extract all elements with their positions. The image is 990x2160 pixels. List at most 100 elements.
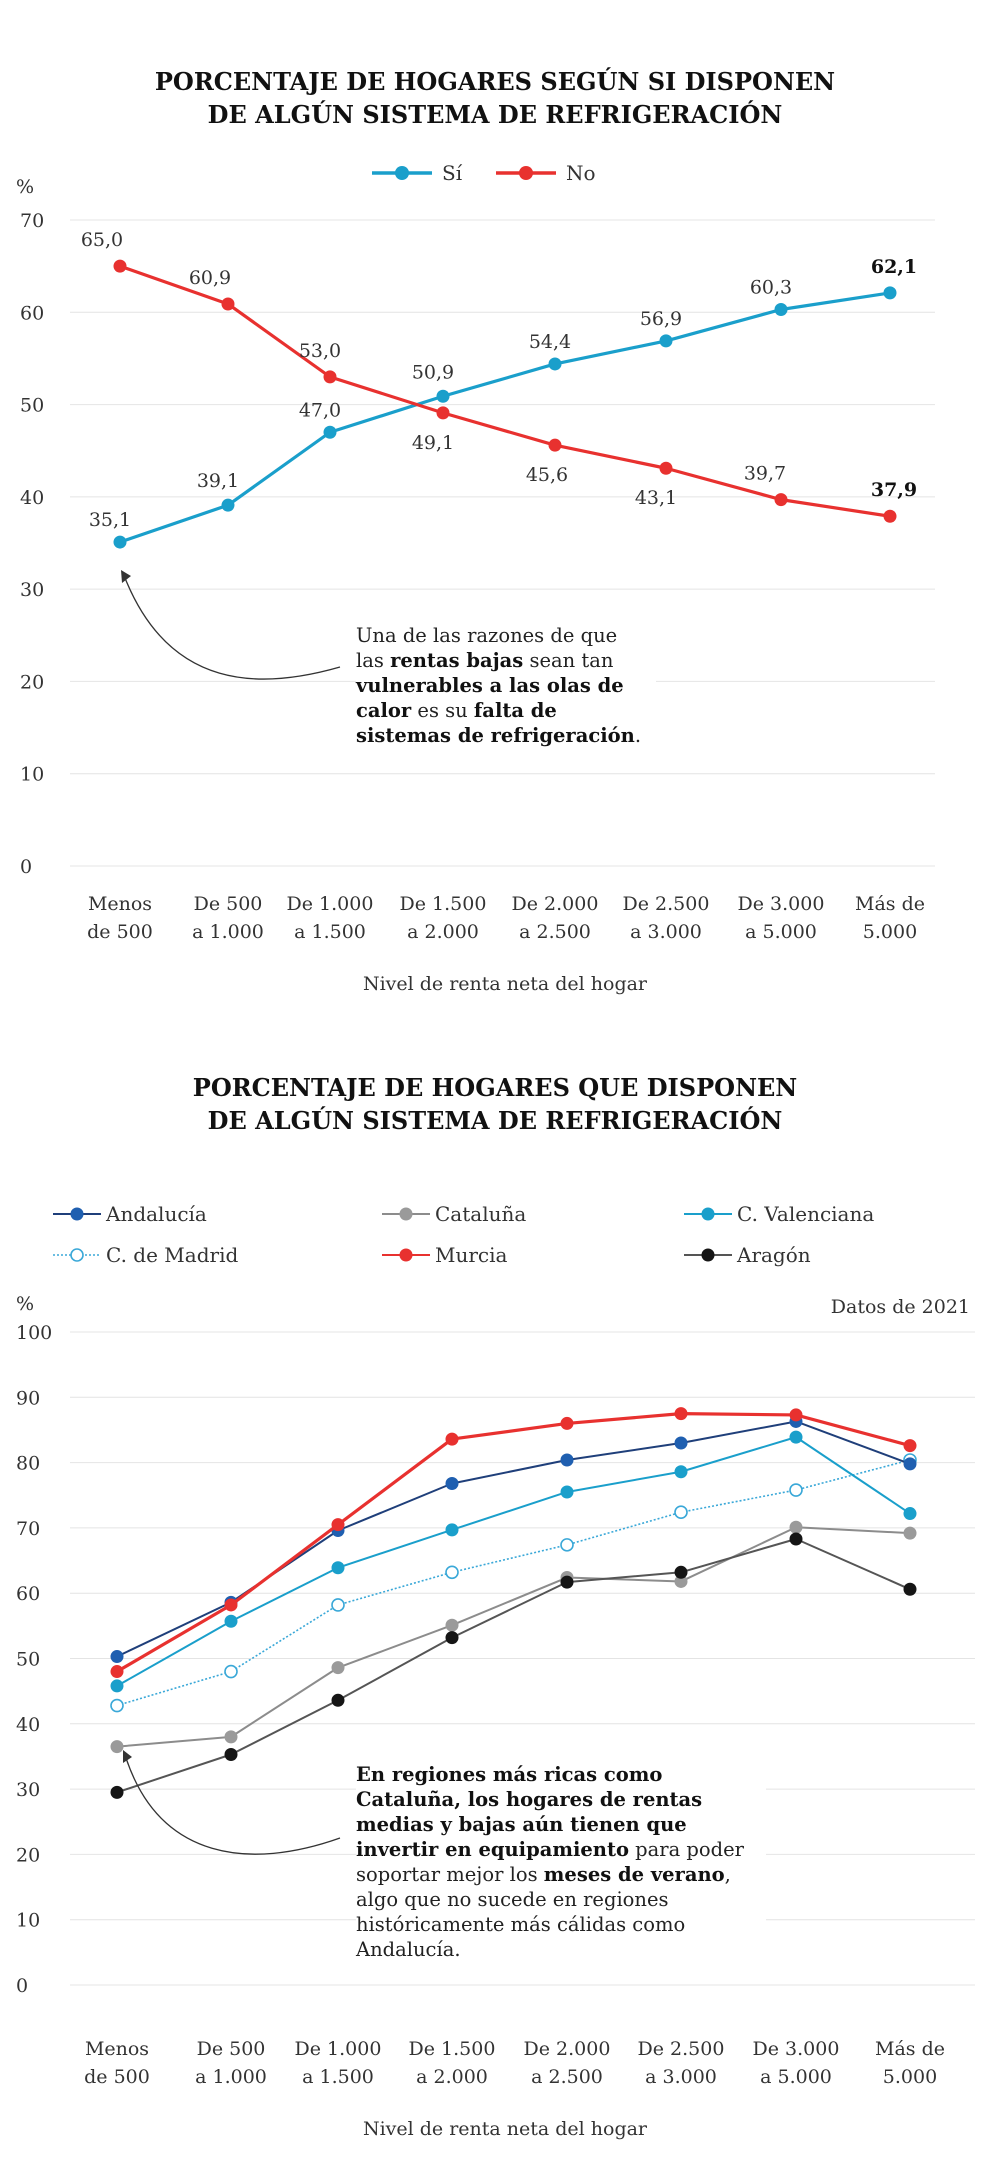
chart2-series-Cataluña xyxy=(110,1520,917,1754)
chart2-point xyxy=(560,1416,574,1430)
chart2-point xyxy=(674,1565,688,1579)
chart2-xtick-label: a 3.000 xyxy=(645,2066,717,2088)
chart1-point xyxy=(883,286,897,300)
chart1-xtick-label: a 3.000 xyxy=(630,921,702,943)
chart1-data-label: 47,0 xyxy=(299,399,341,421)
chart1-point xyxy=(659,461,673,475)
chart1-xtick-label: 5.000 xyxy=(863,921,917,943)
chart1-point xyxy=(113,535,127,549)
chart1-data-label: 65,0 xyxy=(81,229,123,251)
chart2-legend-marker-2 xyxy=(701,1207,715,1221)
chart2-ytick-label: 0 xyxy=(16,1975,28,1997)
chart2-annotation-arrowhead xyxy=(123,1750,132,1763)
chart2-point xyxy=(110,1740,124,1754)
chart2-annotation-line-5: soportar mejor los meses de verano, xyxy=(356,1863,731,1886)
chart2-point xyxy=(224,1730,238,1744)
chart2-annotation-line-8: Andalucía. xyxy=(356,1938,461,1961)
chart2-point xyxy=(674,1505,688,1520)
chart1-data-label: 43,1 xyxy=(635,487,677,509)
chart2-point xyxy=(560,1485,574,1499)
chart2-xtick-label: a 2.000 xyxy=(416,2066,488,2088)
chart1-annotation-line-5: sistemas de refrigeración. xyxy=(356,724,642,747)
chart1-point xyxy=(548,438,562,452)
chart2-line-Murcia xyxy=(116,1412,911,1673)
chart2-point xyxy=(674,1436,688,1450)
chart1-xtick-label: a 1.000 xyxy=(192,921,264,943)
chart2-legend-marker-0 xyxy=(70,1207,84,1221)
chart1-point xyxy=(221,297,235,311)
chart2-xtick-label: a 5.000 xyxy=(760,2066,832,2088)
chart2-point xyxy=(903,1457,917,1471)
chart2-point xyxy=(110,1698,124,1713)
chart2-legend-marker-4 xyxy=(399,1248,413,1262)
chart1-data-label: 39,7 xyxy=(744,463,786,485)
chart2-ytick-label: 70 xyxy=(16,1518,40,1540)
chart1-annotation-line-2: las rentas bajas sean tan xyxy=(356,649,614,672)
chart2-xtick-label: De 3.000 xyxy=(753,2038,840,2060)
chart2-line-C. de Madrid xyxy=(116,1459,911,1707)
chart2-xtick-label: De 2.000 xyxy=(524,2038,611,2060)
chart2-point xyxy=(110,1665,124,1679)
chart1-ytick-label: 20 xyxy=(20,671,44,693)
chart2-point xyxy=(789,1430,803,1444)
chart1-legend-marker-0 xyxy=(395,166,409,180)
chart2-point xyxy=(789,1408,803,1422)
chart1-data-label: 35,1 xyxy=(89,509,131,531)
chart2-point xyxy=(789,1520,803,1534)
chart2-point xyxy=(903,1439,917,1453)
chart1-line-Sí xyxy=(119,291,891,544)
chart1-ytick-label: 0 xyxy=(20,856,32,878)
chart1-data-label: 54,4 xyxy=(529,331,571,353)
chart2-point xyxy=(674,1574,688,1588)
chart1-point xyxy=(323,370,337,384)
chart2-ytick-label: 90 xyxy=(16,1387,40,1409)
chart2-point xyxy=(331,1661,345,1675)
chart1-title-line-1: PORCENTAJE DE HOGARES SEGÚN SI DISPONEN xyxy=(155,67,835,96)
chart1-xlabel: Nivel de renta neta del hogar xyxy=(363,973,648,995)
chart2-xtick-label: a 2.500 xyxy=(531,2066,603,2088)
chart2-title-line-2: DE ALGÚN SISTEMA DE REFRIGERACIÓN xyxy=(208,1106,783,1135)
chart1-point xyxy=(436,389,450,403)
chart2-point xyxy=(445,1476,459,1490)
chart1-xtick-label: Más de xyxy=(855,893,925,915)
chart1-data-label: 50,9 xyxy=(412,361,454,383)
chart1-data-label: 37,9 xyxy=(871,479,917,501)
chart1-annotation: Una de las razones de que las rentas baj… xyxy=(356,623,656,748)
chart2-series-Murcia xyxy=(110,1407,917,1679)
chart1-xtick-label: a 5.000 xyxy=(745,921,817,943)
chart2-point xyxy=(331,1561,345,1575)
chart2-ytick-label: 30 xyxy=(16,1779,40,1801)
chart2-xtick-label: a 1.000 xyxy=(195,2066,267,2088)
chart2-xtick-label: de 500 xyxy=(84,2066,150,2088)
chart1-xtick-label: De 2.000 xyxy=(512,893,599,915)
chart1-ytick-label: 60 xyxy=(20,302,44,324)
chart2-ytick-label: 60 xyxy=(16,1583,40,1605)
chart2-xlabel: Nivel de renta neta del hogar xyxy=(363,2118,648,2140)
chart2-series-C. de Madrid xyxy=(110,1453,917,1713)
chart2-point xyxy=(224,1664,238,1679)
chart1-annotation-arrowhead xyxy=(121,570,131,583)
chart2-point xyxy=(789,1532,803,1546)
chart2-legend-label-4: Murcia xyxy=(435,1243,508,1267)
chart1-annotation-line-4: calor es su falta de xyxy=(356,699,557,722)
chart1-point xyxy=(113,259,127,273)
chart2-ylabel: % xyxy=(16,1293,34,1315)
chart2-point xyxy=(445,1432,459,1446)
chart2-point xyxy=(331,1518,345,1532)
chart1-ytick-label: 70 xyxy=(20,210,44,232)
chart2-legend-label-3: C. de Madrid xyxy=(106,1243,238,1267)
chart2-legend: Andalucía Cataluña C. Valenciana C. de Madr… xyxy=(53,1202,874,1267)
chart2-annotation-arrow xyxy=(125,1757,341,1855)
chart2-ytick-label: 20 xyxy=(16,1844,40,1866)
chart1-data-label: 60,9 xyxy=(189,267,231,289)
chart1-legend-label-0: Sí xyxy=(442,161,463,185)
chart1-xtick-label: a 1.500 xyxy=(294,921,366,943)
chart2-ytick-label: 10 xyxy=(16,1910,40,1932)
chart2-point xyxy=(903,1582,917,1596)
chart1-xtick-label: De 3.000 xyxy=(738,893,825,915)
chart2-point xyxy=(224,1747,238,1761)
chart2-xtick-label: De 1.000 xyxy=(295,2038,382,2060)
chart2-point xyxy=(445,1618,459,1632)
chart2-xtick-label: De 500 xyxy=(197,2038,266,2060)
chart2-point xyxy=(331,1598,345,1612)
